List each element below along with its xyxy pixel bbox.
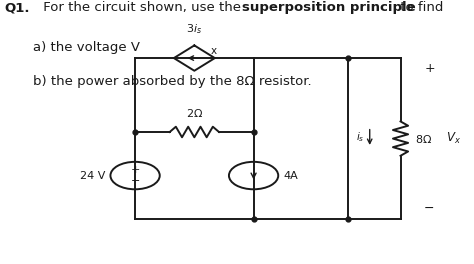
Text: to find: to find [396,1,443,14]
Text: superposition principle: superposition principle [242,1,415,14]
Text: $i_s$: $i_s$ [356,130,364,144]
Text: −: − [424,202,435,215]
Text: +: + [424,62,435,75]
Text: $3i_s$: $3i_s$ [186,22,202,36]
Text: $2\Omega$: $2\Omega$ [186,107,203,119]
Text: $V_x$: $V_x$ [446,131,461,146]
Text: b) the power absorbed by the 8Ω resistor.: b) the power absorbed by the 8Ω resistor… [33,75,312,88]
Text: 4A: 4A [283,171,298,181]
Text: 24 V: 24 V [80,171,106,181]
Text: $8\Omega$: $8\Omega$ [415,133,432,145]
Text: For the circuit shown, use the: For the circuit shown, use the [39,1,245,14]
Text: Q1.: Q1. [5,1,30,14]
Text: +: + [130,165,140,175]
Text: −: − [130,176,140,186]
Text: x: x [210,46,217,56]
Text: a) the voltage V: a) the voltage V [33,41,140,54]
